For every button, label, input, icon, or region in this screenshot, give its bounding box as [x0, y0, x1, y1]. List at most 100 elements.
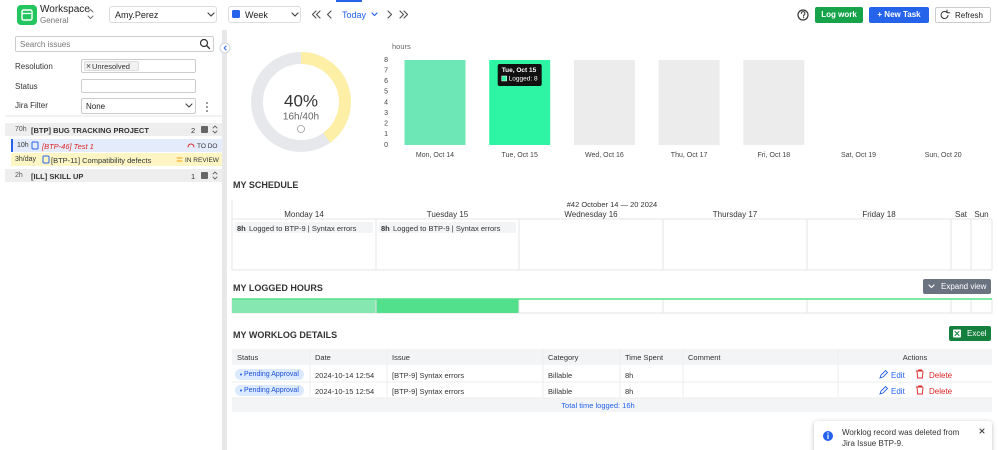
edit-action[interactable]: Edit — [891, 387, 905, 396]
column-header: Date — [315, 353, 331, 362]
entry-text[interactable]: Logged to BTP-9 | Syntax errors — [393, 224, 501, 233]
group-name[interactable]: [BTP] BUG TRACKING PROJECT — [31, 126, 149, 135]
issue-hours: 10h — [17, 142, 29, 149]
today[interactable]: Today — [342, 10, 367, 20]
progress-track — [251, 52, 351, 152]
period[interactable]: Week — [245, 10, 268, 20]
kebab-dot — [206, 106, 208, 108]
table-header — [232, 349, 992, 365]
delete-action[interactable]: Delete — [929, 387, 953, 396]
icon — [371, 12, 378, 17]
workspace: Workspace — [40, 4, 90, 15]
tooltip-text: Logged: 8 — [509, 76, 538, 83]
entry-text[interactable]: Logged to BTP-9 | Syntax errors — [249, 224, 357, 233]
issue-hours: 3h/day — [15, 156, 37, 163]
filter-value[interactable]: None — [86, 102, 106, 111]
filter-input[interactable] — [81, 59, 196, 73]
cell: 2024-10-14 12:54 — [315, 371, 375, 380]
icon — [311, 10, 321, 19]
filter-tag[interactable] — [84, 61, 139, 71]
filter-input[interactable] — [81, 79, 196, 93]
help-icon — [797, 9, 809, 21]
group-row[interactable] — [5, 169, 222, 182]
schedule-entry[interactable] — [235, 222, 373, 233]
kebab-dot — [206, 102, 208, 104]
y-tick-label: 2 — [384, 121, 388, 128]
edit-icon — [879, 369, 889, 379]
entry-hours: 8h — [237, 224, 246, 233]
cell: [BTP-9] Syntax errors — [392, 371, 465, 380]
y-tick-label: 0 — [384, 142, 388, 149]
help-icon — [297, 125, 305, 133]
day-header: Tuesday 15 — [426, 210, 469, 219]
sidebar-divider — [222, 30, 227, 450]
delete-icon — [916, 385, 924, 395]
group-count: 2 — [191, 126, 196, 135]
x-tick-label: Wed, Oct 16 — [585, 152, 624, 159]
section-title: MY LOGGED HOURS — [233, 283, 323, 293]
entry-hours: 8h — [381, 224, 390, 233]
section-title: MY SCHEDULE — [233, 180, 299, 190]
icon — [803, 17, 805, 19]
x-tick-label: Tue, Oct 15 — [502, 152, 538, 159]
day-header: Monday 14 — [284, 210, 324, 219]
user-name[interactable]: Amy.Perez — [115, 10, 159, 20]
cell: Billable — [548, 387, 573, 396]
group-hours: 70h — [15, 126, 27, 133]
progress-detail: 16h/40h — [283, 112, 319, 123]
day-header: Sun — [974, 210, 989, 219]
filter-input[interactable] — [81, 98, 196, 114]
header-button[interactable]: + New Task — [869, 7, 929, 23]
user-select[interactable] — [109, 6, 217, 23]
day-header: Thursday 17 — [712, 210, 758, 219]
issue-row[interactable] — [11, 153, 222, 166]
y-tick-label: 8 — [384, 57, 388, 64]
cell: 8h — [625, 371, 634, 380]
header-button[interactable]: Refresh — [935, 7, 991, 23]
search-placeholder[interactable]: Search issues — [20, 40, 71, 49]
column-header: Time Spent — [625, 353, 664, 362]
tooltip-title: Tue, Oct 15 — [502, 67, 537, 74]
header-button[interactable]: Log work — [815, 7, 863, 23]
y-tick-label: 5 — [384, 89, 388, 96]
column-header: Category — [548, 353, 579, 362]
workspace-sub: General — [40, 16, 69, 25]
status-text: Pending Approval — [244, 371, 299, 378]
filter-label: Jira Filter — [15, 101, 48, 110]
icon — [399, 10, 409, 19]
progress-arc — [251, 52, 351, 152]
icon — [800, 11, 806, 17]
day-header: Friday 18 — [862, 210, 896, 219]
search-box[interactable] — [15, 36, 214, 52]
delete-action[interactable]: Delete — [929, 371, 953, 380]
x-tick-label: Sat, Oct 19 — [841, 152, 876, 159]
logged-label: 8h — [299, 302, 309, 311]
day-header: Wednesday 16 — [564, 210, 618, 219]
column-header: Comment — [688, 353, 721, 362]
issue-status: IN REVIEW — [185, 156, 219, 164]
expand-button[interactable]: Expand view — [923, 279, 991, 294]
group-name[interactable]: [ILL] SKILL UP — [31, 172, 84, 181]
bar — [658, 60, 720, 145]
day-header: Sat — [954, 210, 967, 219]
delete-icon — [916, 369, 924, 379]
issue-key[interactable]: [BTP-46] Test 1 — [42, 142, 94, 151]
schedule-entry[interactable] — [379, 222, 516, 233]
logged-label: 8h — [443, 302, 452, 311]
cell: 8h — [625, 387, 634, 396]
logo — [17, 5, 37, 25]
table-footer — [232, 398, 992, 412]
period-select[interactable] — [228, 6, 301, 23]
issue-key[interactable]: [BTP-11] Compatibility defects — [51, 156, 152, 165]
group-row[interactable] — [5, 123, 222, 136]
y-tick-label: 1 — [384, 131, 388, 138]
cell: [BTP-9] Syntax errors — [392, 387, 465, 396]
excel-button[interactable]: Excel — [949, 326, 991, 341]
tooltip-swatch — [501, 75, 507, 82]
issue-status: TO DO — [197, 142, 218, 150]
logo-glyph — [21, 9, 33, 21]
edit-action[interactable]: Edit — [891, 371, 905, 380]
issue-row[interactable] — [11, 139, 222, 152]
tooltip — [497, 64, 542, 86]
